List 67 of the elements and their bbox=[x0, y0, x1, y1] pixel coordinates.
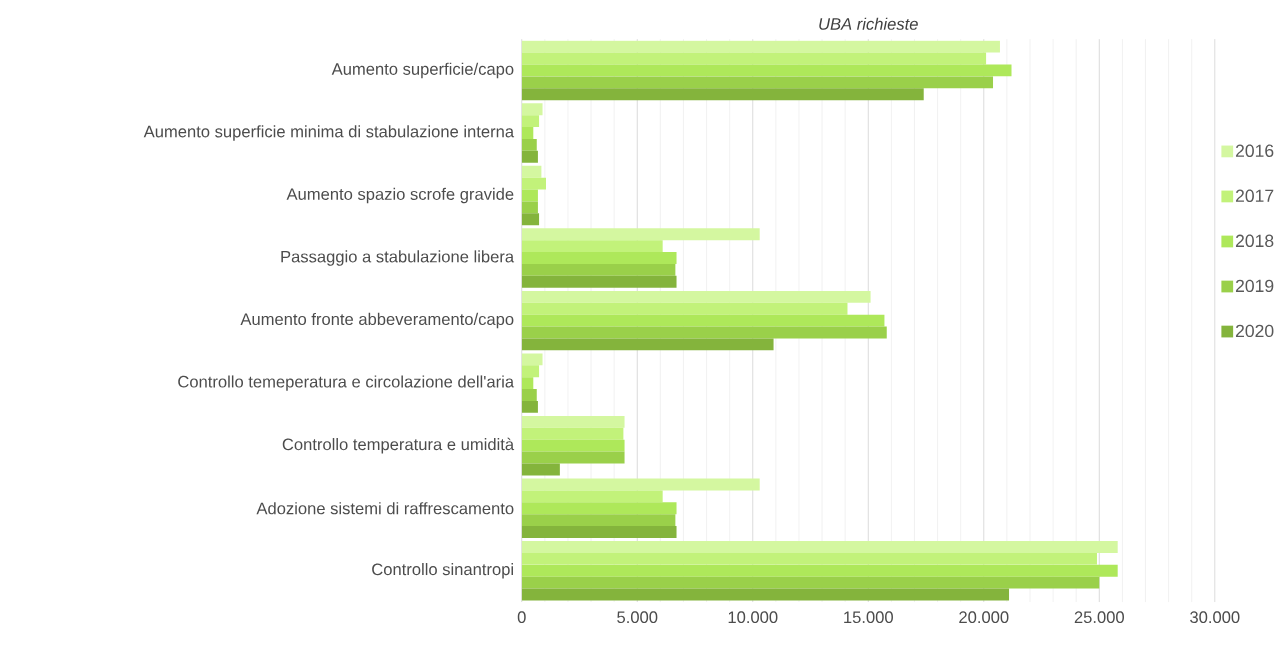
bar bbox=[521, 103, 543, 116]
bar bbox=[521, 353, 543, 366]
bar bbox=[521, 40, 1000, 53]
x-tick-label: 5.000 bbox=[617, 611, 658, 624]
legend-label: 2017 bbox=[1235, 189, 1274, 202]
bar bbox=[521, 564, 1118, 577]
bar bbox=[521, 439, 625, 452]
bar bbox=[521, 213, 540, 226]
legend-label: 2018 bbox=[1235, 234, 1274, 248]
y-tick-label: Aumento fronte abbeveramento/capo bbox=[240, 312, 514, 329]
x-tick-label: 30.000 bbox=[1190, 611, 1240, 624]
chart-title: UBA richieste bbox=[819, 17, 918, 30]
bar bbox=[521, 326, 887, 339]
bar bbox=[521, 177, 546, 190]
y-tick-label: Aumento spazio scrofe gravide bbox=[286, 187, 514, 204]
bar bbox=[521, 514, 676, 526]
y-tick-label: Controllo sinantropi bbox=[372, 563, 513, 579]
bar bbox=[521, 588, 1010, 601]
bar bbox=[521, 240, 663, 253]
bar bbox=[521, 201, 538, 214]
bar bbox=[521, 552, 1097, 565]
y-tick-label: Controllo temperatura e umidità bbox=[282, 437, 515, 454]
y-tick-label: Adozione sistemi di raffrescamento bbox=[256, 502, 514, 515]
bar bbox=[521, 228, 760, 241]
bar bbox=[521, 314, 885, 327]
legend-label: 2020 bbox=[1235, 324, 1274, 338]
y-tick-label: Aumento superficie minima di stabulazione interna bbox=[143, 125, 515, 141]
legend-label: 2019 bbox=[1235, 279, 1274, 293]
bar bbox=[521, 189, 538, 202]
bar bbox=[521, 76, 994, 89]
legend-label: 2016 bbox=[1235, 144, 1274, 157]
x-tick-label: 10.000 bbox=[728, 611, 778, 624]
bar bbox=[521, 576, 1100, 589]
bar bbox=[521, 526, 677, 538]
bar bbox=[521, 415, 625, 428]
bar bbox=[521, 88, 924, 101]
x-tick-label: 15.000 bbox=[844, 611, 893, 624]
bar bbox=[521, 150, 538, 163]
bar bbox=[521, 365, 540, 378]
bar bbox=[521, 252, 677, 264]
bar bbox=[521, 389, 537, 401]
y-tick-label: Aumento superficie/capo bbox=[331, 62, 514, 79]
bar bbox=[521, 126, 534, 139]
bar bbox=[521, 64, 1012, 77]
bar bbox=[521, 52, 987, 65]
bar bbox=[521, 290, 871, 303]
bar bbox=[521, 502, 677, 515]
y-tick-label: Passaggio a stabulazione libera bbox=[281, 250, 515, 266]
bar bbox=[521, 302, 848, 315]
x-tick-label: 25.000 bbox=[1074, 611, 1124, 624]
bar bbox=[521, 400, 538, 413]
bar bbox=[521, 490, 663, 503]
x-tick-label: 0 bbox=[517, 611, 526, 624]
bar bbox=[521, 165, 542, 178]
bar bbox=[521, 463, 560, 476]
bar bbox=[521, 541, 1118, 553]
bar bbox=[521, 263, 676, 276]
bar bbox=[521, 427, 624, 440]
bar bbox=[521, 115, 540, 127]
y-tick-label: Controllo temeperatura e circolazione dell'aria bbox=[178, 375, 515, 391]
bar bbox=[521, 138, 537, 151]
bar bbox=[521, 275, 677, 288]
bar bbox=[521, 338, 774, 351]
bar bbox=[521, 478, 760, 491]
x-tick-label: 20.000 bbox=[959, 611, 1009, 624]
bar bbox=[521, 451, 625, 464]
bar bbox=[521, 377, 534, 390]
